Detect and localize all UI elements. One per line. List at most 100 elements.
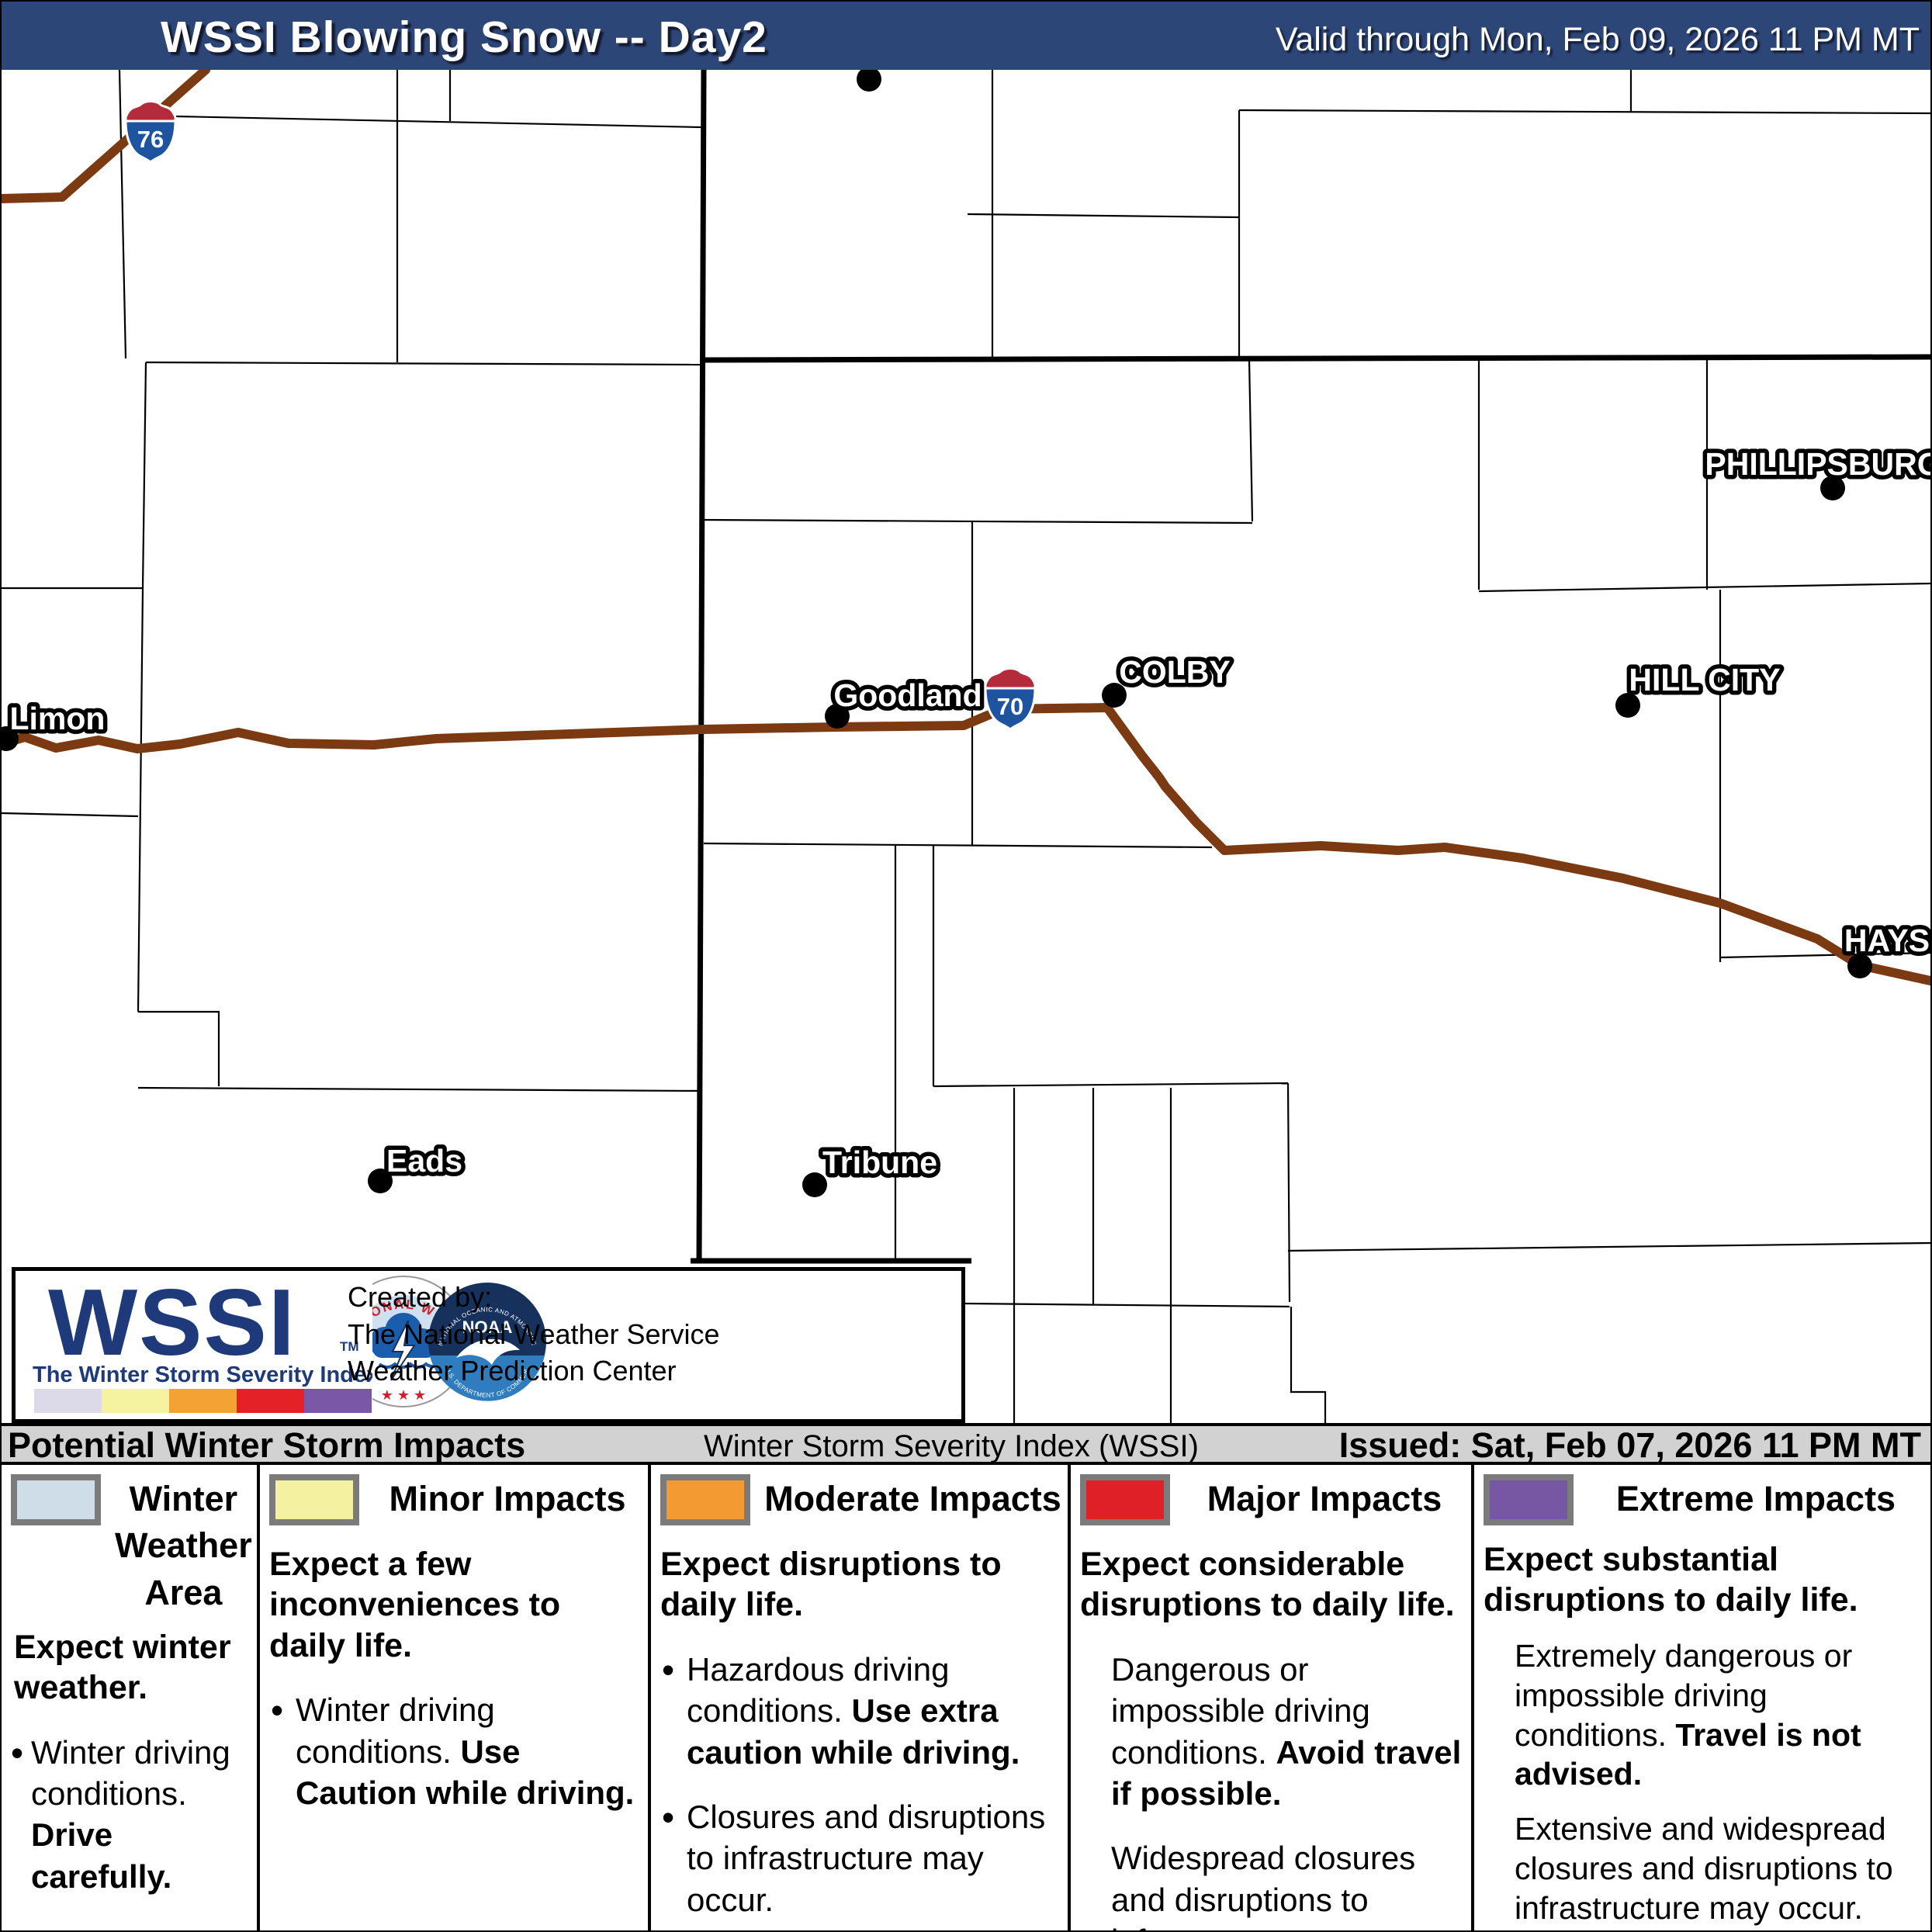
city-dot: [1102, 683, 1127, 708]
shield-crest: [984, 667, 1037, 691]
city-dot: [857, 67, 881, 92]
legend-column-moderate: Moderate Impacts Expect disruptions to d…: [651, 1465, 1068, 1930]
legend-divider: [648, 1465, 651, 1930]
city-label: PHILLIPSBURG: [1705, 446, 1930, 482]
shield-body: [124, 119, 177, 164]
city-dot: [1847, 954, 1872, 978]
org-line-1: The National Weather Service: [348, 1317, 720, 1350]
issued-timestamp: Issued: Sat, Feb 07, 2026 11 PM MT: [1338, 1425, 1921, 1465]
legend-item-bold: Use extra caution while driving.: [687, 1692, 1020, 1771]
severity-color-strip: [34, 1389, 372, 1413]
title-bar: WSSI Blowing Snow -- Day2 Valid through …: [2, 2, 1930, 70]
legend-item: Winter driving conditions. Drive careful…: [11, 1730, 251, 1897]
legend-item: Dangerous or impossible driving conditio…: [1080, 1649, 1465, 1814]
city-label: COLBY: [1119, 654, 1231, 690]
legend-item: Widespread closures and disruptions to i…: [1080, 1837, 1465, 1930]
impacts-bar-title: Potential Winter Storm Impacts: [8, 1425, 526, 1465]
strip-swatch-minor: [102, 1389, 169, 1413]
legend: Winter Weather Area Expect winter weathe…: [2, 1465, 1930, 1930]
city-dot: [2, 726, 19, 751]
city-dot: [802, 1172, 827, 1197]
interstate-70-road: [2, 703, 1930, 985]
legend-item-text: Closures and disruptions to infrastructu…: [687, 1798, 1046, 1918]
city-label: HILL CITY: [1629, 662, 1780, 698]
page-title: WSSI Blowing Snow -- Day2: [161, 12, 767, 62]
legend-item-text: Winter driving conditions.: [31, 1733, 230, 1813]
shield-number: 70: [997, 693, 1023, 720]
legend-divider: [257, 1465, 260, 1930]
city-marker-hill-city: HILL CITY: [1615, 658, 1785, 718]
city-marker-eads: Eads: [368, 1139, 467, 1193]
legend-title: Major Impacts: [1207, 1479, 1442, 1518]
city-label: HAYS: [1844, 923, 1930, 958]
city-marker-hays: HAYS: [1840, 919, 1930, 978]
winter-weather-swatch: [11, 1474, 101, 1525]
legend-title: Winter Weather Area: [115, 1479, 252, 1612]
legend-column-winter-weather: Winter Weather Area Expect winter weathe…: [2, 1465, 257, 1930]
legend-heading: Expect disruptions to daily life.: [660, 1546, 1002, 1624]
org-line-2: Weather Prediction Center: [348, 1355, 677, 1387]
interstate-70-shield: 70: [984, 667, 1037, 732]
legend-item-text: Extensive and widespread closures and di…: [1515, 1811, 1893, 1926]
extreme-impacts-swatch: [1484, 1474, 1574, 1525]
moderate-impacts-swatch: [660, 1474, 750, 1525]
issued-bar: Potential Winter Storm Impacts Winter St…: [2, 1423, 1930, 1465]
city-label: Limon: [10, 701, 106, 736]
city-marker-phillipsburg: PHILLIPSBURG: [1701, 442, 1930, 500]
wssi-logo-text: WSSI: [48, 1269, 296, 1375]
agency-seals: NATIONAL WEATHER SERVICE ★ ★ ★ NOAA NATI…: [372, 1271, 546, 1407]
city-dot: [368, 1169, 393, 1193]
legend-heading: Expect a few inconveniences to daily lif…: [269, 1546, 561, 1664]
wssi-logo-box: WSSI TM The Winter Storm Severity Index: [12, 1267, 965, 1423]
legend-item-text: Extremely dangerous or impossible drivin…: [1515, 1637, 1853, 1753]
city-marker-limon: Limon: [2, 697, 109, 751]
legend-column-minor: Minor Impacts Expect a few inconvenience…: [260, 1465, 648, 1930]
legend-title: Extreme Impacts: [1615, 1479, 1896, 1518]
minor-impacts-swatch: [269, 1474, 359, 1525]
legend-divider: [1068, 1465, 1071, 1930]
legend-title: Minor Impacts: [389, 1479, 626, 1518]
shield-crest: [124, 100, 177, 124]
state-boundaries: [691, 69, 1930, 1264]
legend-item-bold: Travel is not advised.: [1515, 1716, 1861, 1792]
wssi-bar-subtitle: Winter Storm Severity Index (WSSI): [704, 1429, 1199, 1463]
trademark-symbol: TM: [340, 1339, 359, 1354]
legend-heading: Expect winter weather.: [14, 1628, 231, 1707]
legend-item-bold: Avoid travel if possible.: [1111, 1733, 1462, 1812]
strip-swatch-winter-weather: [34, 1389, 102, 1413]
city-dot: [1820, 476, 1845, 500]
county-boundaries: [2, 69, 1930, 1433]
legend-heading: Expect considerable disruptions to daily…: [1080, 1546, 1455, 1624]
legend-title: Moderate Impacts: [764, 1479, 1061, 1518]
legend-item: Hazardous driving conditions. Use extra …: [660, 1647, 1061, 1773]
valid-through-text: Valid through Mon, Feb 09, 2026 11 PM MT: [1275, 21, 1920, 58]
legend-item-bold: Drive carefully.: [31, 1816, 172, 1895]
wssi-tagline: The Winter Storm Severity Index: [33, 1362, 379, 1387]
shield-body: [984, 687, 1037, 732]
legend-item-text: Widespread closures and disruptions to i…: [1111, 1840, 1416, 1930]
city-marker-goodland: Goodland: [825, 673, 986, 729]
noaa-label: NOAA: [462, 1317, 513, 1337]
created-by-block: Created by: The National Weather Service…: [348, 1279, 720, 1390]
legend-item: Winter driving conditions. Use Caution w…: [269, 1688, 642, 1813]
city-label: Goodland: [833, 677, 982, 713]
created-by-label: Created by:: [348, 1281, 493, 1313]
legend-item-text: Dangerous or impossible driving conditio…: [1111, 1650, 1370, 1771]
legend-item: Extremely dangerous or impossible drivin…: [1484, 1636, 1924, 1794]
strip-swatch-moderate: [169, 1389, 237, 1413]
city-marker-colby: COLBY: [1102, 650, 1234, 708]
city-label: Eads: [386, 1143, 462, 1179]
major-impacts-swatch: [1080, 1474, 1170, 1525]
legend-item-bold: Use Caution while driving.: [296, 1733, 635, 1812]
strip-swatch-major: [237, 1389, 304, 1413]
shield-number: 76: [137, 126, 164, 153]
legend-column-extreme: Extreme Impacts Expect substantial disru…: [1474, 1465, 1930, 1930]
legend-heading: Expect substantial disruptions to daily …: [1484, 1541, 1858, 1619]
nws-stars: ★ ★ ★: [381, 1387, 426, 1403]
legend-divider: [1471, 1465, 1474, 1930]
city-dot: [1615, 693, 1640, 718]
city-dot: [825, 704, 850, 729]
legend-column-major: Major Impacts Expect considerable disrup…: [1071, 1465, 1471, 1930]
city-label: Tribune: [822, 1144, 937, 1180]
